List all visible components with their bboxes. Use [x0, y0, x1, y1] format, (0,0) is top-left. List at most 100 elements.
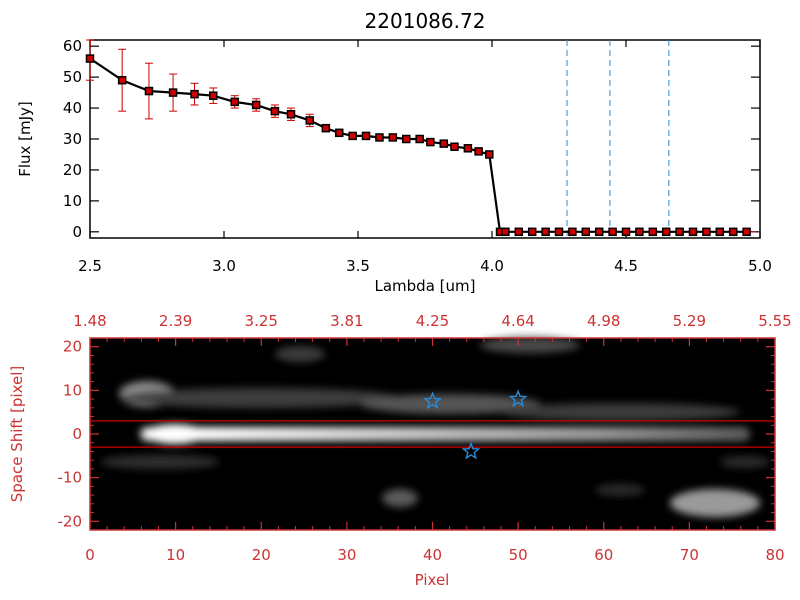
image-x-tick-label: 80 — [765, 546, 784, 564]
spectrum-point — [305, 116, 315, 125]
spectrum-line — [89, 57, 747, 233]
spectrum-point — [688, 227, 698, 237]
image-y-axis-label: Space Shift [pixel] — [8, 366, 26, 503]
spectrum-x-tick-label: 3.5 — [346, 257, 370, 275]
spectrum-y-tick-label: 20 — [63, 161, 82, 179]
spectrum-y-ticks: 0 10 20 30 40 50 60 — [63, 37, 760, 241]
image-y-tick-label: 10 — [63, 381, 82, 399]
spectrum-point — [251, 100, 261, 110]
spectrum-point — [270, 106, 280, 116]
spectrum-point — [361, 131, 371, 141]
spectrum-point — [230, 97, 239, 107]
image-x-tick-label: 40 — [423, 546, 442, 564]
spectrum-point — [648, 227, 658, 237]
spectrum-point — [635, 227, 644, 237]
spectrum-point — [144, 86, 154, 96]
spectrum-point — [514, 227, 524, 237]
image-top-tick-label: 3.81 — [330, 312, 363, 330]
spectrum-point — [168, 88, 178, 97]
spectrum-y-tick-label: 30 — [63, 130, 82, 148]
spectrum-plot-frame — [89, 39, 761, 239]
spectrum-point — [415, 134, 424, 144]
image-top-tick-label: 5.29 — [673, 312, 706, 330]
image-x-tick-label: 50 — [509, 546, 528, 564]
spectrum-point — [501, 227, 510, 237]
image-top-tick-label: 2.39 — [159, 312, 192, 330]
image-blob — [100, 455, 220, 469]
image-blobs — [100, 337, 770, 517]
spectrum-y-tick-label: 10 — [63, 192, 82, 210]
image-blob — [275, 346, 325, 362]
spectrum-point — [450, 142, 459, 151]
image-y-tick-label: 20 — [63, 338, 82, 356]
image-star-marker — [461, 441, 481, 460]
image-extraction-lines — [90, 420, 775, 448]
spectrum-y-axis-label: Flux [mJy] — [16, 101, 34, 177]
spectrum-x-tick-label: 4.0 — [480, 257, 504, 275]
image-x-tick-label: 60 — [594, 546, 613, 564]
image-blob — [360, 394, 540, 414]
spectrum-series — [85, 39, 751, 237]
spectrum-point — [661, 227, 671, 237]
spectrum-point — [728, 227, 738, 237]
spectrum-point — [286, 110, 296, 119]
image-x-tick-label: 10 — [166, 546, 185, 564]
spectrum-point — [594, 227, 604, 237]
image-x-axis-label: Pixel — [415, 571, 450, 589]
spectrum-point — [742, 227, 751, 237]
image-top-ticks: 1.48 2.39 3.25 3.81 4.25 4.64 4.98 5.29 5.55 — [73, 312, 792, 346]
image-y-tick-label: -20 — [58, 512, 83, 530]
image-x-tick-label: 70 — [680, 546, 699, 564]
spectrum-point — [675, 227, 684, 237]
spectrum-y-tick-label: 40 — [63, 99, 82, 117]
image-blob — [480, 337, 580, 353]
image-star-marker — [423, 391, 442, 410]
spectrum-y-tick-label: 60 — [63, 37, 82, 55]
image-x-ticks: 0 10 20 30 40 50 60 70 80 — [85, 338, 785, 564]
spectrum-point — [715, 227, 725, 237]
spectrum-reference-lines — [566, 40, 670, 238]
spectrum-point — [474, 147, 483, 156]
image-stars — [423, 389, 528, 460]
image-blob — [720, 456, 770, 468]
spectrum-point — [608, 227, 617, 237]
spectrum-point — [463, 144, 473, 153]
image-blob — [382, 489, 418, 507]
spectrum-point — [401, 134, 411, 144]
image-blob — [120, 388, 400, 408]
image-top-tick-label: 1.48 — [73, 312, 106, 330]
spectrum-point — [209, 91, 218, 100]
spectrum-point — [190, 89, 199, 99]
spectrum-point — [375, 133, 384, 142]
image-x-tick-label: 30 — [337, 546, 356, 564]
spectrum-y-tick-label: 0 — [72, 223, 82, 241]
image-spine — [140, 424, 750, 444]
image-y-tick-label: -10 — [58, 469, 83, 487]
spectrum-x-axis-label: Lambda [um] — [375, 277, 476, 295]
spectrum-point — [348, 131, 357, 141]
spectrum-point — [117, 75, 127, 85]
image-blob — [670, 489, 760, 517]
image-top-tick-label: 4.25 — [416, 312, 449, 330]
spectrum-point — [485, 150, 494, 159]
image-y-ticks: -20 -10 0 10 20 — [58, 337, 775, 531]
spectrum-y-tick-label: 50 — [63, 68, 82, 86]
spectrum-point — [568, 227, 577, 237]
spectrum-title: 2201086.72 — [365, 9, 486, 33]
image-blob — [500, 403, 740, 421]
image-x-tick-label: 0 — [85, 546, 95, 564]
spectrum-x-tick-label: 3.0 — [212, 257, 236, 275]
image-panel: 0 10 20 30 40 50 60 70 80 -20 -10 0 10 20 1.48 2.39 3.… — [8, 312, 792, 589]
image-star-marker — [508, 389, 528, 408]
spectrum-x-tick-label: 4.5 — [614, 257, 638, 275]
image-top-tick-label: 4.98 — [587, 312, 620, 330]
spectrum-point — [527, 227, 537, 237]
image-blob — [595, 484, 645, 496]
spectrum-point — [85, 54, 95, 63]
spectrum-point — [334, 128, 344, 138]
spectrum-x-tick-label: 2.5 — [78, 257, 102, 275]
image-spine-band — [140, 427, 750, 441]
image-top-tick-label: 5.55 — [758, 312, 791, 330]
spectrum-x-ticks: 2.5 3.0 3.5 4.0 4.5 5.0 — [78, 40, 772, 275]
